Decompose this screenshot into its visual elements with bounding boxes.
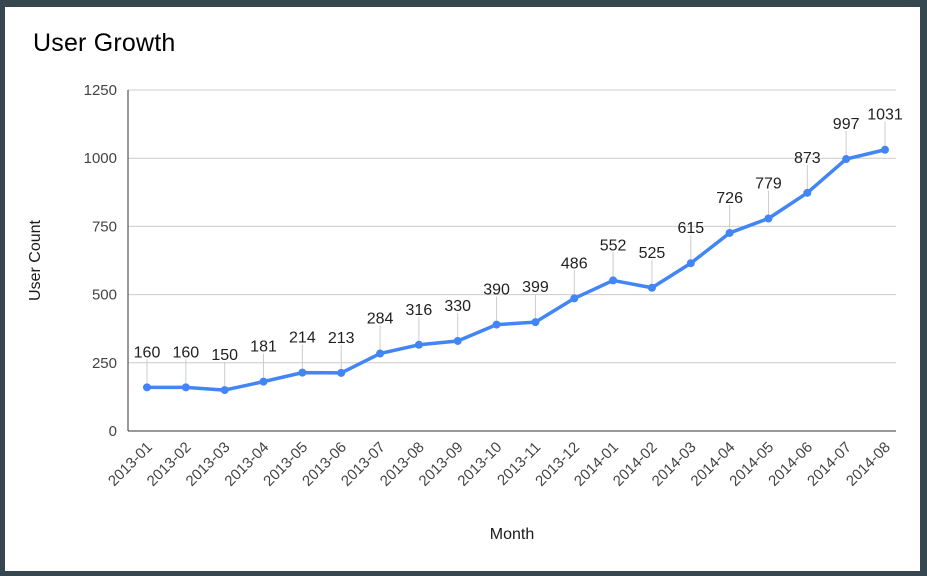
y-tick-label: 250 <box>92 355 117 372</box>
x-axis-title: Month <box>490 526 534 543</box>
data-point[interactable] <box>259 377 268 386</box>
data-point[interactable] <box>725 228 734 237</box>
data-label: 214 <box>289 330 316 347</box>
data-label: 160 <box>172 344 199 361</box>
data-label: 615 <box>677 220 704 237</box>
data-point[interactable] <box>531 318 540 327</box>
data-point[interactable] <box>414 340 423 349</box>
y-tick-label: 1000 <box>84 150 117 167</box>
data-label: 316 <box>406 302 433 319</box>
data-label: 486 <box>561 255 588 272</box>
data-point[interactable] <box>492 320 501 329</box>
y-tick-label: 750 <box>92 218 117 235</box>
y-tick-label: 1250 <box>84 82 117 99</box>
user-growth-line-chart: 0250500750100012502013-012013-022013-032… <box>27 82 903 543</box>
data-label: 779 <box>755 175 782 192</box>
data-label: 160 <box>134 344 161 361</box>
data-point[interactable] <box>337 368 346 377</box>
data-label: 997 <box>833 116 860 133</box>
y-tick-label: 0 <box>109 423 117 440</box>
data-label: 525 <box>639 245 666 262</box>
data-point[interactable] <box>764 214 773 223</box>
data-point[interactable] <box>803 188 812 197</box>
data-point[interactable] <box>881 145 889 154</box>
data-point[interactable] <box>647 283 656 292</box>
data-point[interactable] <box>376 349 385 358</box>
data-point[interactable] <box>220 386 229 395</box>
data-point[interactable] <box>181 383 190 392</box>
data-label: 552 <box>600 237 627 254</box>
data-label: 873 <box>794 150 821 167</box>
y-axis-title: User Count <box>27 219 44 300</box>
data-label: 399 <box>522 279 549 296</box>
data-label: 150 <box>211 347 238 364</box>
chart-title: User Growth <box>33 29 176 57</box>
data-point[interactable] <box>842 155 851 164</box>
data-label: 726 <box>716 190 743 207</box>
data-label: 284 <box>367 311 394 328</box>
data-point[interactable] <box>453 336 462 345</box>
data-point[interactable] <box>143 383 151 392</box>
data-label: 1031 <box>867 107 903 124</box>
series-line <box>145 147 887 392</box>
data-label: 213 <box>328 330 355 347</box>
y-tick-label: 500 <box>92 287 117 304</box>
data-point[interactable] <box>570 294 579 303</box>
data-point[interactable] <box>298 368 307 377</box>
data-label: 330 <box>444 298 471 315</box>
data-point[interactable] <box>686 259 695 268</box>
data-point[interactable] <box>609 276 618 285</box>
data-label: 181 <box>250 339 277 356</box>
data-label: 390 <box>483 282 510 299</box>
